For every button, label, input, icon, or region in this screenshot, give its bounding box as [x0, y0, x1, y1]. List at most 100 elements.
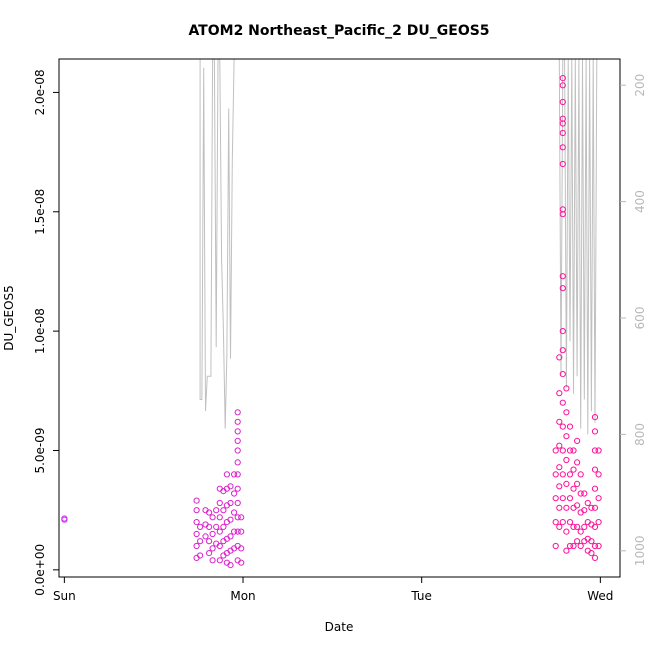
- data-point: [566, 495, 574, 502]
- data-point: [588, 550, 595, 557]
- data-point: [209, 557, 216, 564]
- data-point: [227, 533, 234, 540]
- data-point: [213, 507, 220, 514]
- data-point: [227, 516, 234, 523]
- data-point: [556, 390, 563, 397]
- data-point: [574, 502, 581, 509]
- data-point: [563, 547, 570, 554]
- data-point: [574, 480, 581, 487]
- data-point: [227, 499, 234, 507]
- data-point: [238, 528, 245, 535]
- data-point: [570, 466, 577, 473]
- data-point: [559, 75, 566, 82]
- data-point: [206, 509, 213, 516]
- y2-tick-label: 400: [633, 190, 647, 213]
- y2-tick-label: 800: [633, 423, 647, 446]
- data-point: [556, 354, 563, 361]
- data-point: [559, 371, 566, 378]
- data-point: [238, 559, 245, 566]
- data-point: [591, 542, 599, 550]
- data-point: [216, 499, 223, 507]
- data-point: [591, 428, 599, 435]
- data-point: [193, 519, 200, 526]
- data-point: [213, 523, 220, 531]
- data-point: [61, 515, 68, 522]
- data-point: [231, 490, 238, 497]
- y-tick-label: 2.0e-08: [33, 69, 47, 115]
- data-point: [566, 471, 574, 478]
- y-tick-label: 0.0e+00: [33, 544, 47, 596]
- pressure-line-layer: [199, 58, 598, 435]
- data-point: [581, 507, 588, 514]
- data-point: [595, 519, 602, 526]
- data-point: [563, 385, 570, 392]
- data-point: [559, 423, 566, 430]
- data-point: [193, 530, 200, 538]
- data-point: [577, 528, 584, 535]
- data-point: [559, 129, 566, 137]
- data-point: [552, 471, 559, 478]
- data-point: [595, 471, 602, 478]
- data-point: [556, 483, 563, 490]
- data-point: [566, 423, 574, 430]
- data-point: [206, 523, 213, 531]
- data-point: [238, 514, 245, 521]
- data-point: [588, 538, 595, 545]
- data-point: [577, 471, 584, 478]
- data-point: [563, 433, 570, 440]
- data-point: [563, 409, 570, 416]
- data-point: [556, 442, 563, 449]
- data-point: [559, 328, 566, 335]
- data-point: [559, 98, 566, 106]
- y2-tick-label: 600: [633, 307, 647, 330]
- data-point: [570, 447, 577, 454]
- data-point: [231, 471, 238, 478]
- data-point: [552, 519, 559, 526]
- data-point: [202, 533, 209, 540]
- plot-frame: [58, 58, 621, 578]
- data-point: [556, 464, 563, 471]
- data-point: [234, 528, 241, 535]
- data-point: [193, 497, 200, 504]
- data-point: [574, 459, 581, 466]
- data-point: [591, 485, 599, 492]
- data-point: [206, 550, 213, 557]
- y-tick-label: 5.0e-09: [33, 427, 47, 473]
- pressure-line: [558, 58, 598, 435]
- data-point: [238, 545, 245, 552]
- data-point: [231, 528, 238, 535]
- data-point: [227, 483, 234, 490]
- data-point: [234, 459, 241, 466]
- data-point: [216, 528, 223, 535]
- y2-tick-label: 1000: [633, 536, 647, 567]
- data-point: [197, 538, 204, 545]
- data-point: [552, 542, 559, 550]
- data-point: [574, 437, 581, 444]
- data-point: [559, 160, 566, 168]
- data-point: [566, 519, 574, 526]
- data-point: [216, 557, 223, 564]
- data-point: [559, 347, 566, 354]
- data-point: [570, 485, 577, 492]
- data-point: [193, 542, 200, 550]
- data-point: [581, 490, 588, 497]
- data-point: [570, 523, 577, 531]
- data-point: [193, 507, 200, 514]
- data-point: [231, 509, 238, 516]
- data-point: [234, 485, 241, 492]
- data-point: [559, 144, 566, 151]
- data-point: [591, 523, 599, 531]
- data-point: [234, 514, 241, 521]
- y-axis-label: DU_GEOS5: [2, 285, 16, 351]
- pressure-line: [199, 58, 235, 429]
- data-point: [563, 480, 570, 487]
- data-point: [234, 418, 241, 425]
- data-point: [588, 504, 595, 511]
- data-point: [563, 456, 570, 464]
- data-point: [559, 273, 566, 280]
- data-point: [581, 523, 588, 531]
- data-point: [223, 471, 230, 478]
- y-tick-label: 1.5e-08: [33, 189, 47, 235]
- data-point: [591, 554, 599, 562]
